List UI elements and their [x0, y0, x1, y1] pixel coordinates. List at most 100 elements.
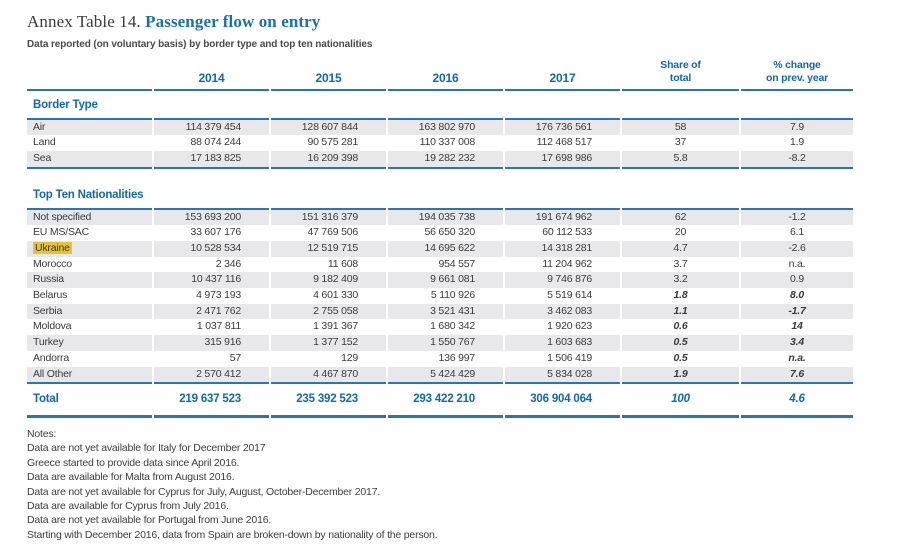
cell-value: 17 698 986 [505, 151, 620, 169]
total-value: 293 422 210 [388, 384, 503, 418]
column-header-change: % change on prev. year [741, 59, 853, 91]
table-number: Annex Table 14. [27, 12, 141, 31]
cell-value: 4 973 193 [196, 289, 241, 302]
cell-value: 9 661 081 [388, 272, 503, 289]
total-row: Total 219 637 523 235 392 523 293 422 210 30… [27, 384, 853, 418]
note-line: Starting with December 2016, data from S… [27, 528, 438, 541]
page-title: Annex Table 14. Passenger flow on entry [27, 12, 915, 32]
table-row: Ukraine 10 528 534 12 519 715 14 695 622 14 … [27, 240, 853, 257]
cell-value: 151 316 379 [271, 209, 386, 226]
cell-value: 2 471 762 [154, 303, 269, 320]
row-label: Moldova [33, 320, 72, 333]
cell-value: 3 521 431 [388, 303, 503, 320]
section-spacer [154, 181, 269, 210]
table-row: Russia 10 437 116 9 182 409 9 661 081 9 746 … [27, 272, 853, 289]
row-label: Serbia [27, 303, 152, 320]
cell-change: -8.2 [741, 151, 853, 169]
spacer [154, 168, 269, 181]
row-label: Belarus [33, 289, 68, 302]
spacer [388, 168, 503, 181]
section-gap [27, 168, 853, 181]
table-row: All Other 2 570 412 4 467 870 5 424 429 5 83… [27, 366, 853, 385]
cell-value: 194 035 738 [388, 209, 503, 226]
note-line: Data are not yet available for Cyprus fo… [27, 485, 381, 498]
cell-value: 2 570 412 [154, 366, 269, 385]
total-value: 306 904 064 [505, 384, 620, 418]
table-row: Not specified 153 693 200 151 316 379 194 0… [27, 209, 853, 226]
section-spacer [271, 181, 386, 210]
row-label: Andorra [33, 351, 69, 364]
cell-share: 3.7 [673, 257, 688, 270]
row-label: All Other [27, 366, 152, 385]
passenger-flow-table: 2014 2015 2016 2017 Share of total % chan… [25, 59, 855, 418]
total-share: 100 [622, 384, 739, 418]
cell-value: 10 437 116 [154, 272, 269, 289]
cell-change: -2.6 [741, 240, 853, 257]
cell-share: 62 [622, 209, 739, 226]
section-title: Top Ten Nationalities [27, 181, 152, 210]
cell-value: 88 074 244 [190, 136, 241, 149]
cell-change: n.a. [788, 351, 806, 364]
section-title: Border Type [27, 91, 152, 120]
spacer [741, 168, 853, 181]
total-change: 4.6 [741, 384, 853, 418]
cell-value: 90 575 281 [307, 136, 358, 149]
cell-value: 315 916 [154, 335, 269, 351]
cell-value: 110 337 008 [419, 136, 476, 149]
cell-change: 0.9 [741, 272, 853, 289]
cell-value: 12 519 715 [271, 240, 386, 257]
cell-value: 1 550 767 [388, 335, 503, 351]
table-row: Sea 17 183 825 16 209 398 19 282 232 17 698 … [27, 151, 853, 169]
table-row: Moldova 1 037 811 1 391 367 1 680 342 1 920 … [27, 319, 853, 335]
total-value: 219 637 523 [154, 384, 269, 418]
cell-share: 0.5 [622, 335, 739, 351]
notes: Notes: Data are not yet available for It… [27, 427, 915, 542]
column-header-2014: 2014 [154, 59, 269, 91]
section-spacer [388, 91, 503, 120]
cell-value: 5 519 614 [547, 289, 592, 302]
table-row: Air 114 379 454 128 607 844 163 802 970 176 … [27, 119, 853, 136]
cell-value: 57 [229, 351, 241, 364]
cell-value: 2 755 058 [271, 303, 386, 320]
cell-change: 7.9 [741, 119, 853, 136]
cell-change: 8.0 [790, 289, 804, 302]
cell-value: 1 506 419 [547, 351, 592, 364]
cell-value: 114 379 454 [154, 119, 269, 136]
section-spacer [271, 91, 386, 120]
cell-share: 58 [622, 119, 739, 136]
section-spacer [622, 91, 739, 120]
cell-value: 1 603 683 [505, 335, 620, 351]
cell-value: 128 607 844 [271, 119, 386, 136]
column-header-2015: 2015 [271, 59, 386, 91]
column-header-2017: 2017 [505, 59, 620, 91]
section-header-row: Border Type [27, 91, 853, 120]
cell-change: 7.6 [741, 366, 853, 385]
section-spacer [505, 181, 620, 210]
cell-share: 5.8 [622, 151, 739, 169]
table-row: Andorra 57 129 136 997 1 506 419 0.5 n.a. [27, 351, 853, 367]
cell-change: 1.9 [790, 136, 804, 149]
row-label: Russia [27, 272, 152, 289]
table-row: Morocco 2 346 11 608 954 557 11 204 962 3.7 n.… [27, 257, 853, 273]
cell-value: 129 [341, 351, 358, 364]
highlighted-label: Ukraine [33, 241, 72, 254]
cell-value: 1 377 152 [271, 335, 386, 351]
cell-value: 47 769 506 [307, 226, 358, 239]
cell-value: 33 607 176 [190, 226, 241, 239]
cell-value: 163 802 970 [388, 119, 503, 136]
cell-change: -1.7 [741, 303, 853, 320]
cell-value: 136 997 [438, 351, 475, 364]
column-header-share: Share of total [622, 59, 739, 91]
total-label: Total [27, 384, 152, 418]
cell-share: 20 [674, 226, 687, 239]
cell-change: 14 [791, 320, 803, 333]
cell-value: 4 467 870 [271, 366, 386, 385]
column-header-row: 2014 2015 2016 2017 Share of total % chan… [27, 59, 853, 91]
note-line: Data are available for Malta from August… [27, 471, 235, 484]
cell-value: 1 920 623 [547, 320, 592, 333]
row-label: Not specified [27, 209, 152, 226]
section-spacer [154, 91, 269, 120]
cell-value: 9 182 409 [271, 272, 386, 289]
cell-value: 2 346 [215, 257, 241, 270]
cell-change: -1.2 [741, 209, 853, 226]
